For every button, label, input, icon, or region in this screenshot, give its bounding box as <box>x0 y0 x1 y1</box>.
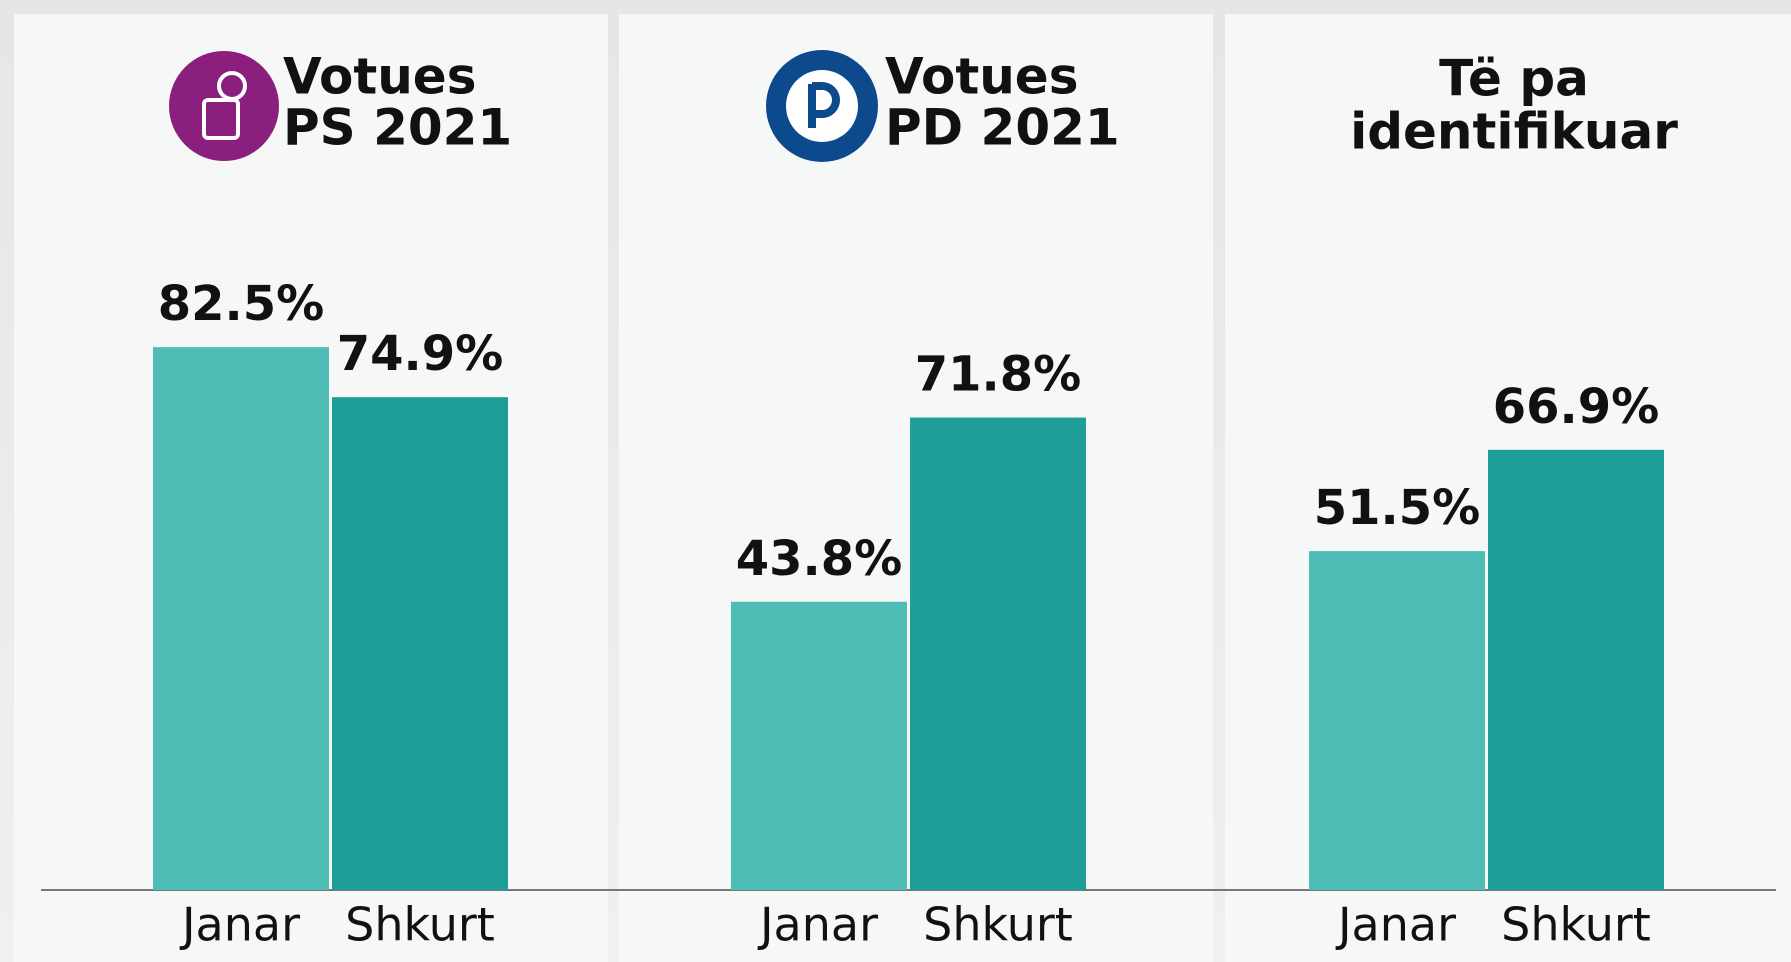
value-label: 71.8% <box>915 347 1082 403</box>
value-label: 74.9% <box>337 326 504 382</box>
bar <box>1488 449 1664 890</box>
bar <box>153 347 329 890</box>
bar <box>332 397 508 890</box>
panel-title: Të pa <box>1439 50 1589 108</box>
panel-title: PD 2021 <box>885 99 1120 157</box>
value-label: 43.8% <box>736 531 903 587</box>
bar <box>910 417 1086 890</box>
x-tick-label: Janar <box>1335 898 1456 952</box>
x-tick-label: Janar <box>757 898 878 952</box>
x-tick-label: Shkurt <box>345 898 495 952</box>
bar <box>731 601 907 890</box>
panel-title: identifikuar <box>1350 103 1678 161</box>
ps-logo <box>169 51 279 161</box>
panel-title: PS 2021 <box>283 99 512 157</box>
value-label: 66.9% <box>1493 379 1660 435</box>
x-tick-label: Shkurt <box>1501 898 1651 952</box>
pd-logo <box>766 50 878 162</box>
panel-title: Votues <box>885 48 1078 106</box>
value-label: 51.5% <box>1314 480 1481 536</box>
bar <box>1309 551 1485 890</box>
x-tick-label: Janar <box>179 898 300 952</box>
x-tick-label: Shkurt <box>923 898 1073 952</box>
value-label: 82.5% <box>158 276 325 332</box>
panel-title: Votues <box>283 48 476 106</box>
